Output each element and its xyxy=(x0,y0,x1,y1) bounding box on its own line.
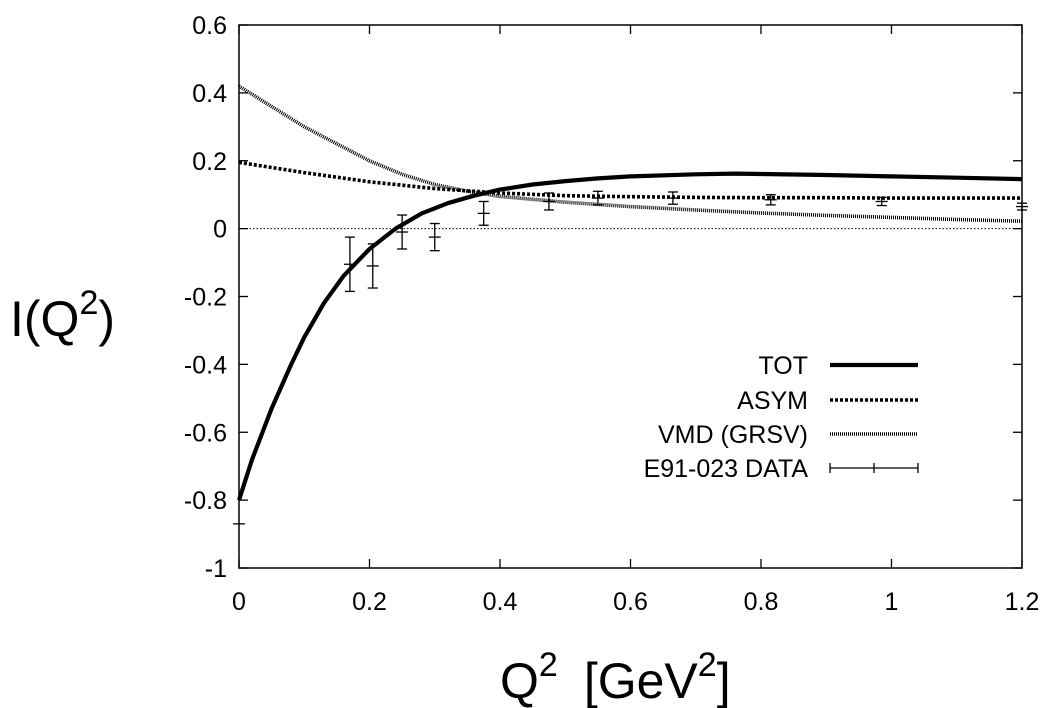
data-point xyxy=(428,222,441,252)
y-axis-label: I(Q2) xyxy=(10,284,115,347)
x-tick-label: 0.4 xyxy=(483,588,518,616)
y-tick-label: 0 xyxy=(213,216,227,244)
data-point xyxy=(1016,202,1028,211)
legend-label: ASYM xyxy=(737,387,808,415)
data-point xyxy=(764,194,777,206)
data-point xyxy=(477,200,490,226)
y-tick-label: 0.6 xyxy=(192,12,227,40)
x-tick-label: 0.6 xyxy=(613,588,648,616)
plot-border xyxy=(238,24,1023,569)
series-lines xyxy=(237,84,1023,501)
series-line-tot xyxy=(237,171,1023,501)
data-point xyxy=(542,192,555,211)
legend-label: E91-023 DATA xyxy=(644,455,809,483)
series-line-vmd-grsv xyxy=(238,84,1023,223)
data-point xyxy=(343,236,356,293)
axis-ticks: -1 -0.8 -0.6 -0.4 -0.2 0 0.2 0.4 0.6 0 0.2 0.4 0.6 0.… xyxy=(184,12,1039,616)
series-line-asym xyxy=(238,160,1022,200)
data-point xyxy=(366,243,379,289)
legend: TOT ASYM VMD (GRSV) E91-023 DATA xyxy=(644,352,919,483)
x-tick-label: 1 xyxy=(885,588,899,616)
data-points xyxy=(233,190,1028,525)
data-point xyxy=(666,191,679,205)
x-tick-label: 0.8 xyxy=(744,588,779,616)
plot-frame xyxy=(238,24,1023,569)
y-tick-label: -0.2 xyxy=(184,284,227,312)
y-tick-label: -0.8 xyxy=(184,487,227,515)
legend-label: VMD (GRSV) xyxy=(658,421,808,449)
y-tick-label: 0.2 xyxy=(192,148,227,176)
x-tick-label: 0.2 xyxy=(352,588,387,616)
y-tick-label: -0.4 xyxy=(184,351,227,379)
data-point xyxy=(396,214,409,250)
x-tick-label: 0 xyxy=(232,588,246,616)
legend-label: TOT xyxy=(758,352,808,380)
data-point xyxy=(591,190,604,206)
x-axis-label: Q2 [GeV2] xyxy=(500,646,731,708)
x-tick-label: 1.2 xyxy=(1005,588,1040,616)
data-point xyxy=(875,196,888,207)
y-tick-label: 0.4 xyxy=(192,80,227,108)
y-tick-label: -1 xyxy=(205,555,227,583)
y-tick-label: -0.6 xyxy=(184,419,227,447)
